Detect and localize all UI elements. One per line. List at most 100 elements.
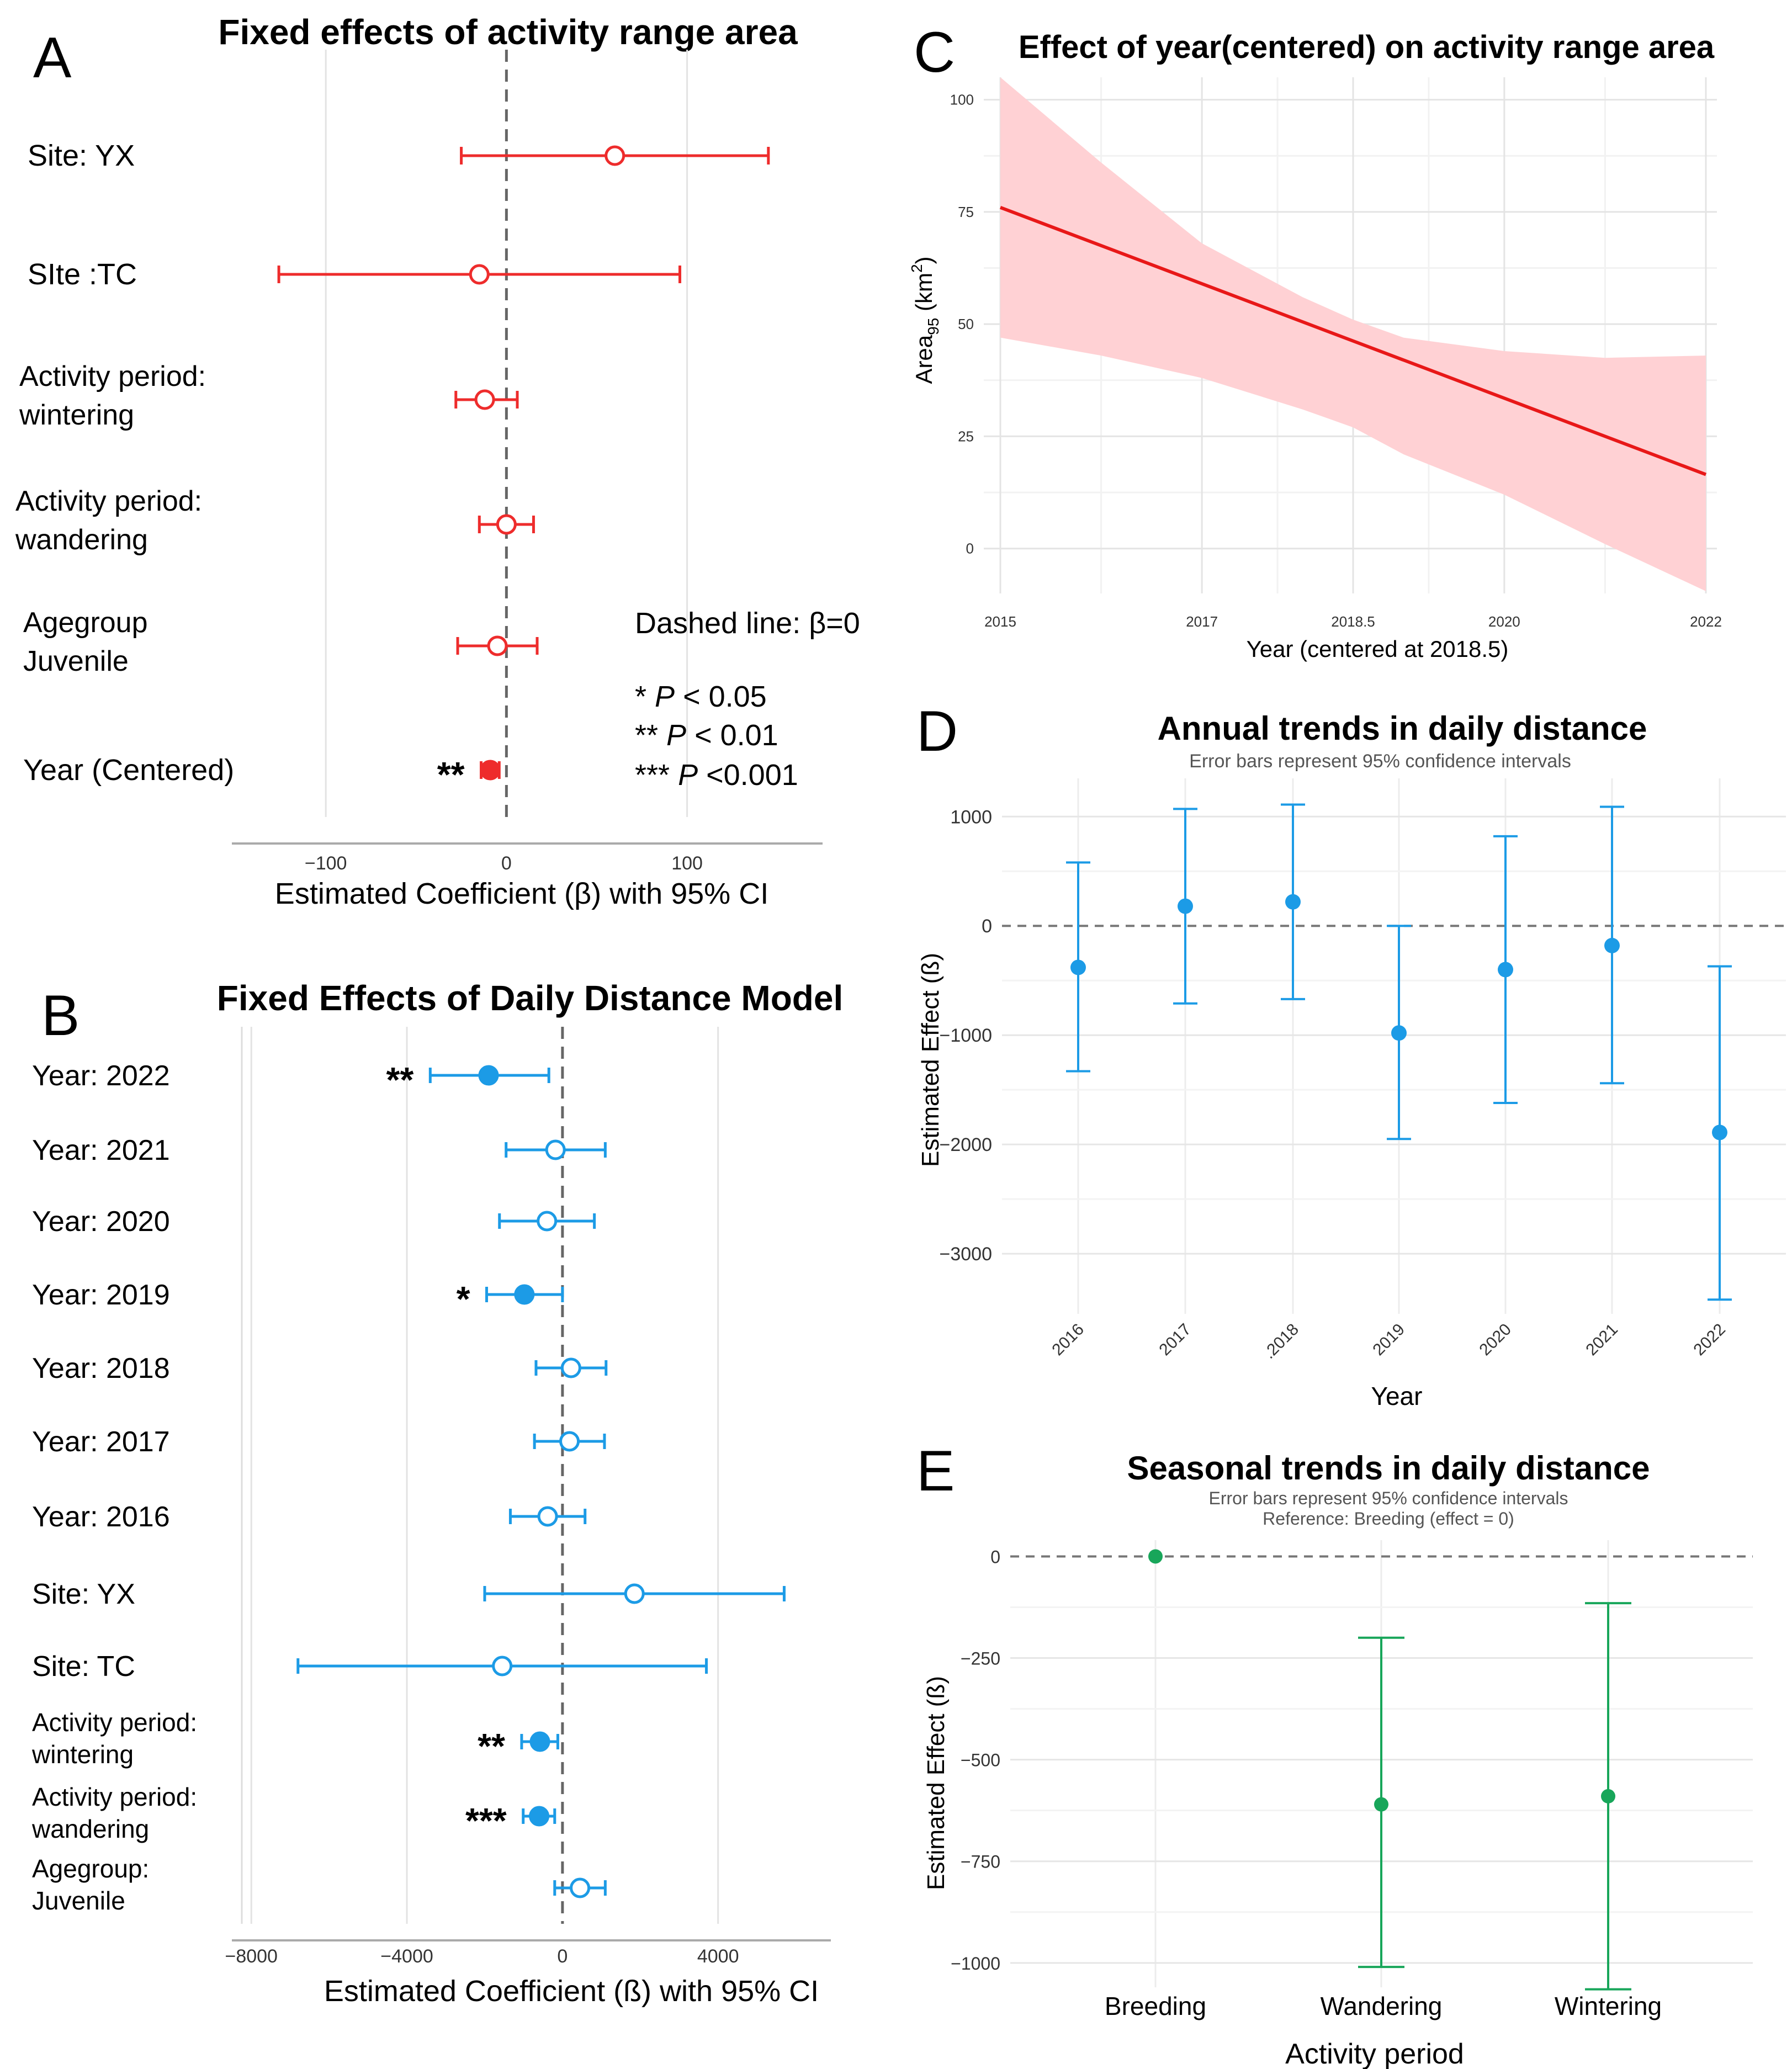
a-x-tick-1: 0	[501, 853, 512, 874]
d-point-5	[1604, 937, 1620, 953]
a-row-label-2-a: Activity period:	[19, 360, 206, 392]
note-4-tail: <0.001	[698, 758, 798, 792]
b-row-label-7: Site: YX	[32, 1578, 135, 1610]
b-stars-9: **	[478, 1726, 505, 1766]
b-row-label-1: Year: 2021	[32, 1134, 170, 1166]
panel-a-note-0: Dashed line: β=0	[635, 607, 860, 640]
b-row-label-3: Year: 2019	[32, 1279, 170, 1311]
panel-b: B Fixed Effects of Daily Distance Model …	[31, 978, 843, 2008]
panel-a-note-3: ** P < 0.01	[635, 719, 778, 752]
e-point-1	[1374, 1797, 1388, 1812]
a-point-0	[605, 145, 625, 166]
d-y-tick-3: −2000	[940, 1134, 993, 1155]
c-x-tick-3: 2020	[1488, 613, 1520, 630]
panel-b-title: Fixed Effects of Daily Distance Model	[217, 978, 844, 1018]
a-row-label-3-b: wandering	[15, 524, 148, 556]
a-row-label-4-a: Agegroup	[23, 607, 148, 639]
b-row-label-0: Year: 2022	[32, 1060, 170, 1092]
d-x-tick-5: 2021	[1582, 1320, 1621, 1360]
b-point-1	[545, 1139, 566, 1160]
panel-d-ylabel: Estimated Effect (ß)	[917, 953, 944, 1167]
d-x-tick-2: .2018	[1260, 1320, 1302, 1362]
a-point-2	[474, 389, 495, 410]
panel-e-xlabel: Activity period	[1285, 2038, 1464, 2069]
note-2-p: P	[655, 680, 675, 713]
panel-e-subtitle2: Reference: Breeding (effect = 0)	[1263, 1509, 1514, 1529]
c-y-tick-0: 0	[966, 540, 974, 557]
panel-d: D Annual trends in daily distance Error …	[916, 699, 1786, 1410]
b-row-label-11-b: Juvenile	[32, 1886, 125, 1915]
panel-e-title: Seasonal trends in daily distance	[1127, 1450, 1650, 1487]
panel-c-letter: C	[914, 20, 955, 84]
panel-e-ticks: 0 −250 −500 −750 −1000 Breeding Wandering Winte…	[951, 1547, 1662, 2020]
panel-c-ylabel: Area95 (km2)	[908, 256, 942, 384]
a-row-label-2-b: wintering	[19, 399, 134, 431]
d-y-tick-0: 1000	[950, 807, 992, 827]
a-row-label-0: Site: YX	[28, 139, 135, 172]
d-y-tick-1: 0	[982, 916, 992, 937]
panel-e-letter: E	[916, 1439, 955, 1503]
b-x-tick-0: −8000	[225, 1946, 278, 1967]
panel-a: A Fixed effects of activity range area −…	[15, 12, 860, 910]
b-point-5	[559, 1431, 580, 1452]
e-y-tick-0: 0	[990, 1547, 1000, 1567]
b-point-9	[529, 1731, 550, 1752]
b-point-7	[624, 1583, 645, 1604]
e-point-0	[1148, 1549, 1163, 1564]
b-row-label-2: Year: 2020	[32, 1206, 170, 1238]
e-x-tick-0: Breeding	[1105, 1992, 1206, 2020]
panel-c-xlabel: Year (centered at 2018.5)	[1247, 636, 1509, 662]
note-4-p: P	[678, 758, 698, 792]
panel-a-xlabel: Estimated Coefficient (β) with 95% CI	[275, 877, 768, 910]
c-ylab-sub: 95	[925, 318, 942, 335]
c-y-tick-3: 75	[958, 204, 974, 220]
c-ylab-main: Area	[911, 335, 937, 384]
panel-b-grid	[250, 1027, 719, 1924]
a-row-label-3-a: Activity period:	[15, 485, 202, 517]
panel-e-subtitle: Error bars represent 95% confidence inte…	[1209, 1488, 1568, 1508]
panel-d-grid	[1002, 778, 1786, 1314]
c-y-tick-4: 100	[950, 92, 974, 108]
note-4-stars: ***	[635, 758, 670, 792]
d-point-6	[1712, 1124, 1727, 1140]
c-x-tick-1: 2017	[1186, 613, 1218, 630]
panel-a-significance-note: Dashed line: β=0 * P < 0.05 ** P < 0.01 …	[635, 607, 860, 792]
d-x-tick-1: 2017	[1155, 1320, 1195, 1360]
panel-d-subtitle: Error bars represent 95% confidence inte…	[1189, 751, 1571, 772]
a-stars-5: **	[437, 755, 465, 794]
a-row-label-5: Year (Centered)	[23, 754, 234, 787]
panel-e-marks	[1148, 1549, 1631, 1991]
panel-e: E Seasonal trends in daily distance Erro…	[916, 1439, 1753, 2069]
c-y-tick-2: 50	[958, 316, 974, 332]
panel-c-ticks: 2015 2017 2018.5 2020 2022 0 25 50 75 100	[950, 92, 1722, 630]
a-point-1	[469, 264, 490, 285]
e-x-tick-2: Wintering	[1555, 1992, 1662, 2020]
b-point-2	[537, 1211, 558, 1232]
panel-a-note-4: *** P <0.001	[635, 758, 798, 792]
d-x-tick-4: 2020	[1476, 1320, 1515, 1360]
panel-c: C Effect of year(centered) on activity r…	[908, 20, 1722, 662]
panel-a-marks: **	[277, 145, 770, 794]
panel-d-letter: D	[916, 699, 958, 763]
d-point-0	[1070, 959, 1086, 975]
d-point-1	[1178, 898, 1193, 914]
c-x-tick-2: 2018.5	[1331, 613, 1375, 630]
panel-a-ticks: −100 0 100	[305, 853, 703, 874]
note-2-stars: *	[635, 680, 646, 713]
d-y-tick-2: −1000	[940, 1025, 993, 1046]
e-y-tick-1: −250	[961, 1649, 1000, 1669]
a-point-5	[480, 760, 501, 781]
note-3-tail: < 0.01	[686, 719, 778, 752]
a-row-label-4-b: Juvenile	[23, 645, 129, 677]
panel-c-fit-line	[999, 205, 1707, 476]
panel-c-confidence-band	[1000, 77, 1706, 591]
b-point-4	[560, 1357, 581, 1378]
b-stars-0: **	[386, 1060, 414, 1100]
d-x-tick-3: 2019	[1369, 1320, 1408, 1360]
panel-d-marks	[1066, 803, 1732, 1301]
panel-a-note-2: * P < 0.05	[635, 680, 767, 713]
panel-a-row-labels: Site: YX SIte :TC Activity period: winterin…	[15, 139, 234, 787]
d-point-3	[1391, 1025, 1407, 1041]
b-stars-10: ***	[465, 1801, 507, 1840]
